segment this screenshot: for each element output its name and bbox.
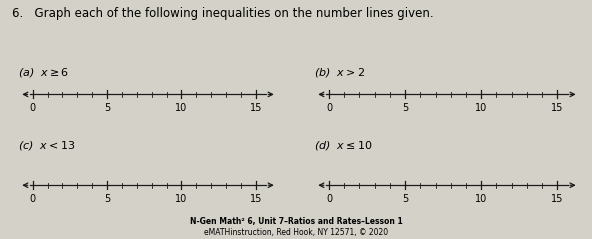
Text: 15: 15 [551, 103, 564, 113]
Text: 5: 5 [104, 194, 110, 204]
Text: 5: 5 [402, 103, 408, 113]
Text: (d)  $x\leq 10$: (d) $x\leq 10$ [314, 139, 372, 152]
Text: 5: 5 [402, 194, 408, 204]
Text: 15: 15 [250, 194, 262, 204]
Text: 10: 10 [475, 103, 487, 113]
Text: 5: 5 [104, 103, 110, 113]
Text: (c)  $x<13$: (c) $x<13$ [18, 139, 75, 152]
Text: 10: 10 [175, 194, 188, 204]
Text: (b)  $x>2$: (b) $x>2$ [314, 66, 365, 79]
Text: eMATHinstruction, Red Hook, NY 12571, © 2020: eMATHinstruction, Red Hook, NY 12571, © … [204, 228, 388, 237]
Text: 0: 0 [326, 194, 332, 204]
Text: 10: 10 [475, 194, 487, 204]
Text: 15: 15 [551, 194, 564, 204]
Text: 6.   Graph each of the following inequalities on the number lines given.: 6. Graph each of the following inequalit… [12, 7, 433, 20]
Text: 10: 10 [175, 103, 188, 113]
Text: 15: 15 [250, 103, 262, 113]
Text: (a)  $x\geq 6$: (a) $x\geq 6$ [18, 66, 69, 79]
Text: N-Gen Math² 6, Unit 7–Ratios and Rates–Lesson 1: N-Gen Math² 6, Unit 7–Ratios and Rates–L… [189, 217, 403, 226]
Text: 0: 0 [326, 103, 332, 113]
Text: 0: 0 [30, 103, 36, 113]
Text: 0: 0 [30, 194, 36, 204]
